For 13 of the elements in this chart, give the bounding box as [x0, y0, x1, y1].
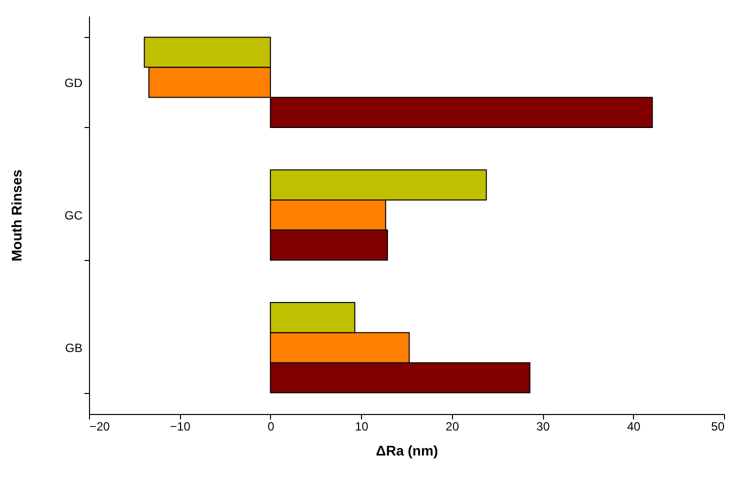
x-tick-label: −20 [90, 420, 110, 434]
y-tick-label: GC [64, 208, 83, 222]
y-tick-label: GD [64, 76, 83, 90]
y-axis-title: Mouth Rinses [8, 169, 24, 262]
x-tick-label: 40 [627, 420, 641, 434]
x-tick-label: 50 [711, 420, 725, 434]
x-tick-label: 30 [536, 420, 550, 434]
x-tick-label: −10 [170, 420, 191, 434]
y-tick-label: GB [65, 341, 82, 356]
x-tick-label: 20 [446, 420, 460, 434]
x-tick-label: 0 [268, 420, 275, 434]
x-axis-title: ΔRa (nm) [376, 442, 438, 458]
x-tick-label: 10 [354, 420, 369, 434]
